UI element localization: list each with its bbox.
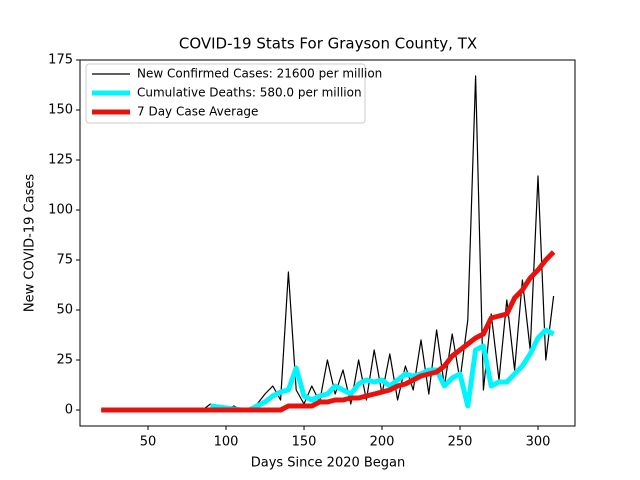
x-axis-label: Days Since 2020 Began	[251, 456, 406, 471]
x-tick-label: 250	[448, 435, 473, 450]
chart-title: COVID-19 Stats For Grayson County, TX	[179, 35, 477, 53]
x-tick-label: 100	[214, 435, 239, 450]
legend-box	[85, 63, 366, 124]
legend-label: Cumulative Deaths: 580.0 per million	[137, 86, 362, 100]
x-tick-label: 50	[140, 435, 157, 450]
x-tick-label: 200	[370, 435, 395, 450]
legend-label: New Confirmed Cases: 21600 per million	[137, 67, 382, 81]
legend-label: 7 Day Case Average	[137, 105, 258, 119]
series-line	[101, 250, 556, 413]
x-tick-label: 300	[526, 435, 551, 450]
y-tick-label: 25	[56, 353, 73, 368]
plot-frame	[79, 59, 576, 427]
y-axis-label: New COVID-19 Cases	[23, 174, 38, 312]
y-tick-label: 0	[65, 403, 73, 418]
y-tick-label: 175	[48, 53, 73, 68]
x-tick-label: 150	[292, 435, 317, 450]
y-tick-label: 50	[56, 303, 73, 318]
y-tick-label: 100	[48, 203, 73, 218]
series-line	[210, 327, 555, 413]
y-tick-label: 125	[48, 153, 73, 168]
y-tick-label: 75	[56, 253, 73, 268]
y-tick-label: 150	[48, 103, 73, 118]
